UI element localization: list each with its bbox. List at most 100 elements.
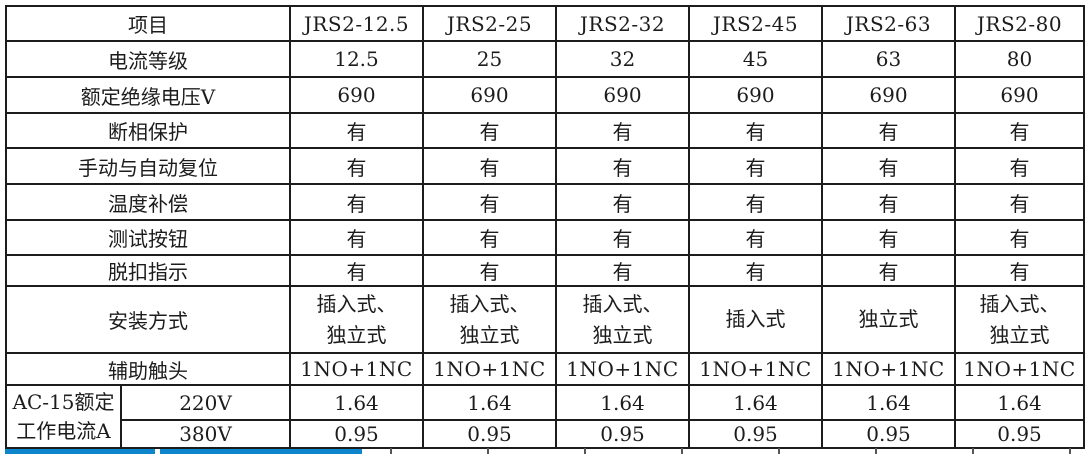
cell-value: 有 xyxy=(821,147,956,185)
cell-value: 32 xyxy=(555,40,690,78)
cell-value: 80 xyxy=(954,40,1085,78)
cell-value: 有 xyxy=(289,147,424,185)
cell-value: 有 xyxy=(688,254,823,287)
cell-value: 1NO+1NC xyxy=(555,352,690,386)
next-row-border xyxy=(875,448,877,454)
sub-row-label: 220V xyxy=(120,384,291,421)
cell-value: 有 xyxy=(821,219,956,256)
cell-value: 63 xyxy=(821,40,956,78)
cell-value: 1NO+1NC xyxy=(821,352,956,386)
table-row-ac15-380v: 380V 0.95 0.95 0.95 0.95 0.95 0.95 xyxy=(6,419,1085,449)
cell-value: 690 xyxy=(954,76,1085,114)
model-name: JRS2-45 xyxy=(688,5,823,42)
cell-value: 有 xyxy=(289,219,424,256)
cell-value: 有 xyxy=(821,112,956,149)
model-name: JRS2-25 xyxy=(422,5,557,42)
sub-row-label: 380V xyxy=(120,419,291,449)
cell-value: 有 xyxy=(289,254,424,287)
cell-value: 12.5 xyxy=(289,40,424,78)
cell-value: 690 xyxy=(422,76,557,114)
cell-value: 有 xyxy=(821,183,956,221)
table-row-auxiliary-contacts: 辅助触头 1NO+1NC 1NO+1NC 1NO+1NC 1NO+1NC 1NO… xyxy=(5,352,1085,386)
cell-value: 有 xyxy=(289,183,424,221)
cell-value: 0.95 xyxy=(954,419,1085,449)
cell-value: 有 xyxy=(289,112,424,149)
model-name: JRS2-80 xyxy=(954,5,1085,42)
cell-value: 25 xyxy=(422,40,557,78)
table-row-insulation-voltage: 额定绝缘电压V 690 690 690 690 690 690 xyxy=(5,76,1085,114)
next-row-border xyxy=(778,448,780,454)
cell-value: 插入式、 独立式 xyxy=(555,285,690,354)
next-row-cell xyxy=(5,448,155,454)
cell-value: 插入式、 独立式 xyxy=(289,285,424,354)
model-name: JRS2-12.5 xyxy=(289,5,424,42)
cell-value: 有 xyxy=(555,183,690,221)
cell-value: 1.64 xyxy=(555,384,690,421)
next-row-border xyxy=(972,448,974,454)
cell-value: 有 xyxy=(422,254,557,287)
row-label: 温度补偿 xyxy=(5,183,291,221)
cell-value: 1NO+1NC xyxy=(289,352,424,386)
next-row-partial xyxy=(5,448,1083,454)
cell-value: 0.95 xyxy=(289,419,424,449)
table-row-manual-auto-reset: 手动与自动复位 有 有 有 有 有 有 xyxy=(5,147,1085,185)
cell-value: 有 xyxy=(954,183,1085,221)
next-row-border xyxy=(1069,448,1071,454)
row-label: 脱扣指示 xyxy=(5,254,291,287)
ac15-label-line2: 工作电流A xyxy=(16,418,111,443)
ac15-group-label: AC-15额定 工作电流A xyxy=(5,384,122,449)
cell-value: 有 xyxy=(422,183,557,221)
row-label: 测试按钮 xyxy=(5,219,291,256)
cell-value: 45 xyxy=(688,40,823,78)
header-item-label: 项目 xyxy=(5,5,291,42)
table-row-test-button: 测试按钮 有 有 有 有 有 有 xyxy=(5,219,1085,256)
table-row-ac15-220v: AC-15额定 工作电流A 220V 1.64 1.64 1.64 1.64 1… xyxy=(5,384,1085,449)
spec-table-container: 项目 JRS2-12.5 JRS2-25 JRS2-32 JRS2-45 JRS… xyxy=(5,5,1085,449)
row-label: 手动与自动复位 xyxy=(5,147,291,185)
cell-value: 690 xyxy=(289,76,424,114)
table-row-trip-indication: 脱扣指示 有 有 有 有 有 有 xyxy=(5,254,1085,287)
cell-value: 1.64 xyxy=(422,384,557,421)
cell-value: 有 xyxy=(422,219,557,256)
row-label: 安装方式 xyxy=(5,285,291,354)
row-label: 辅助触头 xyxy=(5,352,291,386)
cell-value: 插入式 xyxy=(688,285,823,354)
cell-value: 1NO+1NC xyxy=(422,352,557,386)
cell-value: 1.64 xyxy=(954,384,1085,421)
cell-value: 690 xyxy=(555,76,690,114)
next-row-border xyxy=(487,448,489,454)
header-row: 项目 JRS2-12.5 JRS2-25 JRS2-32 JRS2-45 JRS… xyxy=(5,5,1085,42)
cell-value: 有 xyxy=(688,183,823,221)
table-row-phase-failure-protection: 断相保护 有 有 有 有 有 有 xyxy=(5,112,1085,149)
table-row-installation-method: 安装方式 插入式、 独立式 插入式、 独立式 插入式、 独立式 插入式 独立式 … xyxy=(5,285,1085,354)
cell-value: 0.95 xyxy=(821,419,956,449)
cell-value: 有 xyxy=(422,147,557,185)
cell-value: 有 xyxy=(954,219,1085,256)
cell-value: 插入式、 独立式 xyxy=(422,285,557,354)
next-row-cell xyxy=(160,448,362,454)
cell-value: 0.95 xyxy=(688,419,823,449)
row-label: 额定绝缘电压V xyxy=(5,76,291,114)
cell-value: 1.64 xyxy=(821,384,956,421)
model-name: JRS2-32 xyxy=(555,5,690,42)
next-row-border xyxy=(390,448,392,454)
row-label: 断相保护 xyxy=(5,112,291,149)
cell-value: 有 xyxy=(555,219,690,256)
cell-value: 有 xyxy=(954,147,1085,185)
next-row-border xyxy=(681,448,683,454)
cell-value: 有 xyxy=(422,112,557,149)
cell-value: 690 xyxy=(821,76,956,114)
cell-value: 有 xyxy=(688,112,823,149)
cell-value: 插入式、 独立式 xyxy=(954,285,1085,354)
cell-value: 0.95 xyxy=(555,419,690,449)
cell-value: 1.64 xyxy=(289,384,424,421)
spec-table: 项目 JRS2-12.5 JRS2-25 JRS2-32 JRS2-45 JRS… xyxy=(5,5,1085,449)
model-name: JRS2-63 xyxy=(821,5,956,42)
cell-value: 1NO+1NC xyxy=(688,352,823,386)
cell-value: 1NO+1NC xyxy=(954,352,1085,386)
table-row-current-rating: 电流等级 12.5 25 32 45 63 80 xyxy=(5,40,1085,78)
cell-value: 有 xyxy=(954,254,1085,287)
cell-value: 有 xyxy=(555,112,690,149)
cell-value: 0.95 xyxy=(422,419,557,449)
cell-value: 有 xyxy=(954,112,1085,149)
